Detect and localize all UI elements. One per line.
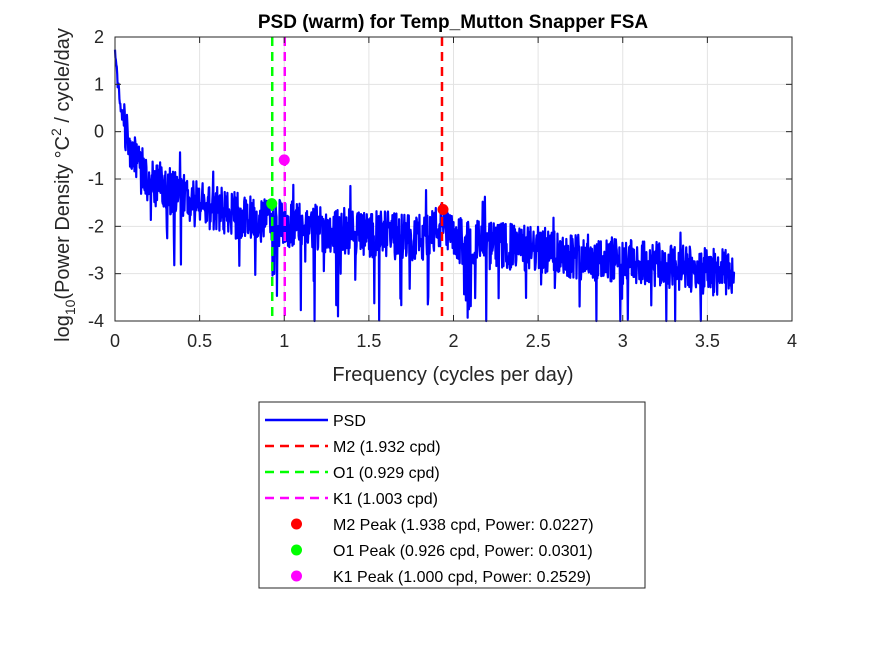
peak-markers xyxy=(266,154,449,215)
legend-label: M2 Peak (1.938 cpd, Power: 0.0227) xyxy=(333,517,594,534)
legend-label: M2 (1.932 cpd) xyxy=(333,439,441,456)
chart-title: PSD (warm) for Temp_Mutton Snapper FSA xyxy=(258,12,649,33)
legend-swatch-marker xyxy=(291,570,302,582)
y-tick-label: 1 xyxy=(94,74,104,94)
legend-label: K1 (1.003 cpd) xyxy=(333,491,438,508)
y-axis-label-tail: / cycle/day xyxy=(52,28,74,128)
y-tick-label: -4 xyxy=(88,311,104,331)
y-axis-label-sub: 10 xyxy=(62,299,78,315)
x-tick-label: 0.5 xyxy=(187,331,212,351)
legend-label: O1 (0.929 cpd) xyxy=(333,465,440,482)
psd-series xyxy=(113,49,736,323)
psd-line xyxy=(113,49,736,323)
legend-items: PSD M2 (1.932 cpd) O1 (0.929 cpd) K1 (1.003… xyxy=(265,413,594,586)
x-tick-label: 0 xyxy=(110,331,120,351)
y-tick-label: 2 xyxy=(94,27,104,47)
y-axis-label-sup: 2 xyxy=(48,128,64,136)
x-tick-label: 3 xyxy=(618,331,628,351)
legend-swatch-marker xyxy=(291,544,302,556)
legend-box xyxy=(258,401,646,589)
y-tick-labels: -4 -3 -2 -1 0 1 2 xyxy=(88,27,792,331)
legend-swatch-marker xyxy=(291,518,302,530)
y-axis-label-main: (Power Density °C xyxy=(52,136,74,300)
y-tick-label: -1 xyxy=(88,169,104,189)
x-tick-label: 4 xyxy=(787,331,797,351)
x-tick-label: 2 xyxy=(448,331,458,351)
x-tick-labels: 0 0.5 1 1.5 2 2.5 3 3.5 4 xyxy=(110,37,797,351)
legend: PSD M2 (1.932 cpd) O1 (0.929 cpd) K1 (1.003… xyxy=(258,401,646,589)
peak-marker xyxy=(278,154,290,166)
x-tick-label: 1.5 xyxy=(356,331,381,351)
legend-label: K1 Peak (1.000 cpd, Power: 0.2529) xyxy=(333,569,591,586)
reference-lines xyxy=(270,37,444,321)
x-tick-label: 1 xyxy=(279,331,289,351)
x-tick-label: 3.5 xyxy=(695,331,720,351)
y-tick-label: -2 xyxy=(88,216,104,236)
y-tick-label: -3 xyxy=(88,264,104,284)
legend-label: PSD xyxy=(333,413,366,430)
x-axis-label: Frequency (cycles per day) xyxy=(332,364,573,386)
peak-marker xyxy=(266,198,278,210)
peak-marker xyxy=(437,203,449,215)
legend-label: O1 Peak (0.926 cpd, Power: 0.0301) xyxy=(333,543,593,560)
y-axis-label: log10(Power Density °C2 / cycle/day xyxy=(48,28,78,342)
y-tick-label: 0 xyxy=(94,122,104,142)
y-axis-label-prefix: log xyxy=(52,315,74,342)
plot-area: 0 0.5 1 1.5 2 2.5 3 3.5 4 -4 -3 -2 -1 0 1 2 xyxy=(88,27,797,351)
x-tick-label: 2.5 xyxy=(526,331,551,351)
